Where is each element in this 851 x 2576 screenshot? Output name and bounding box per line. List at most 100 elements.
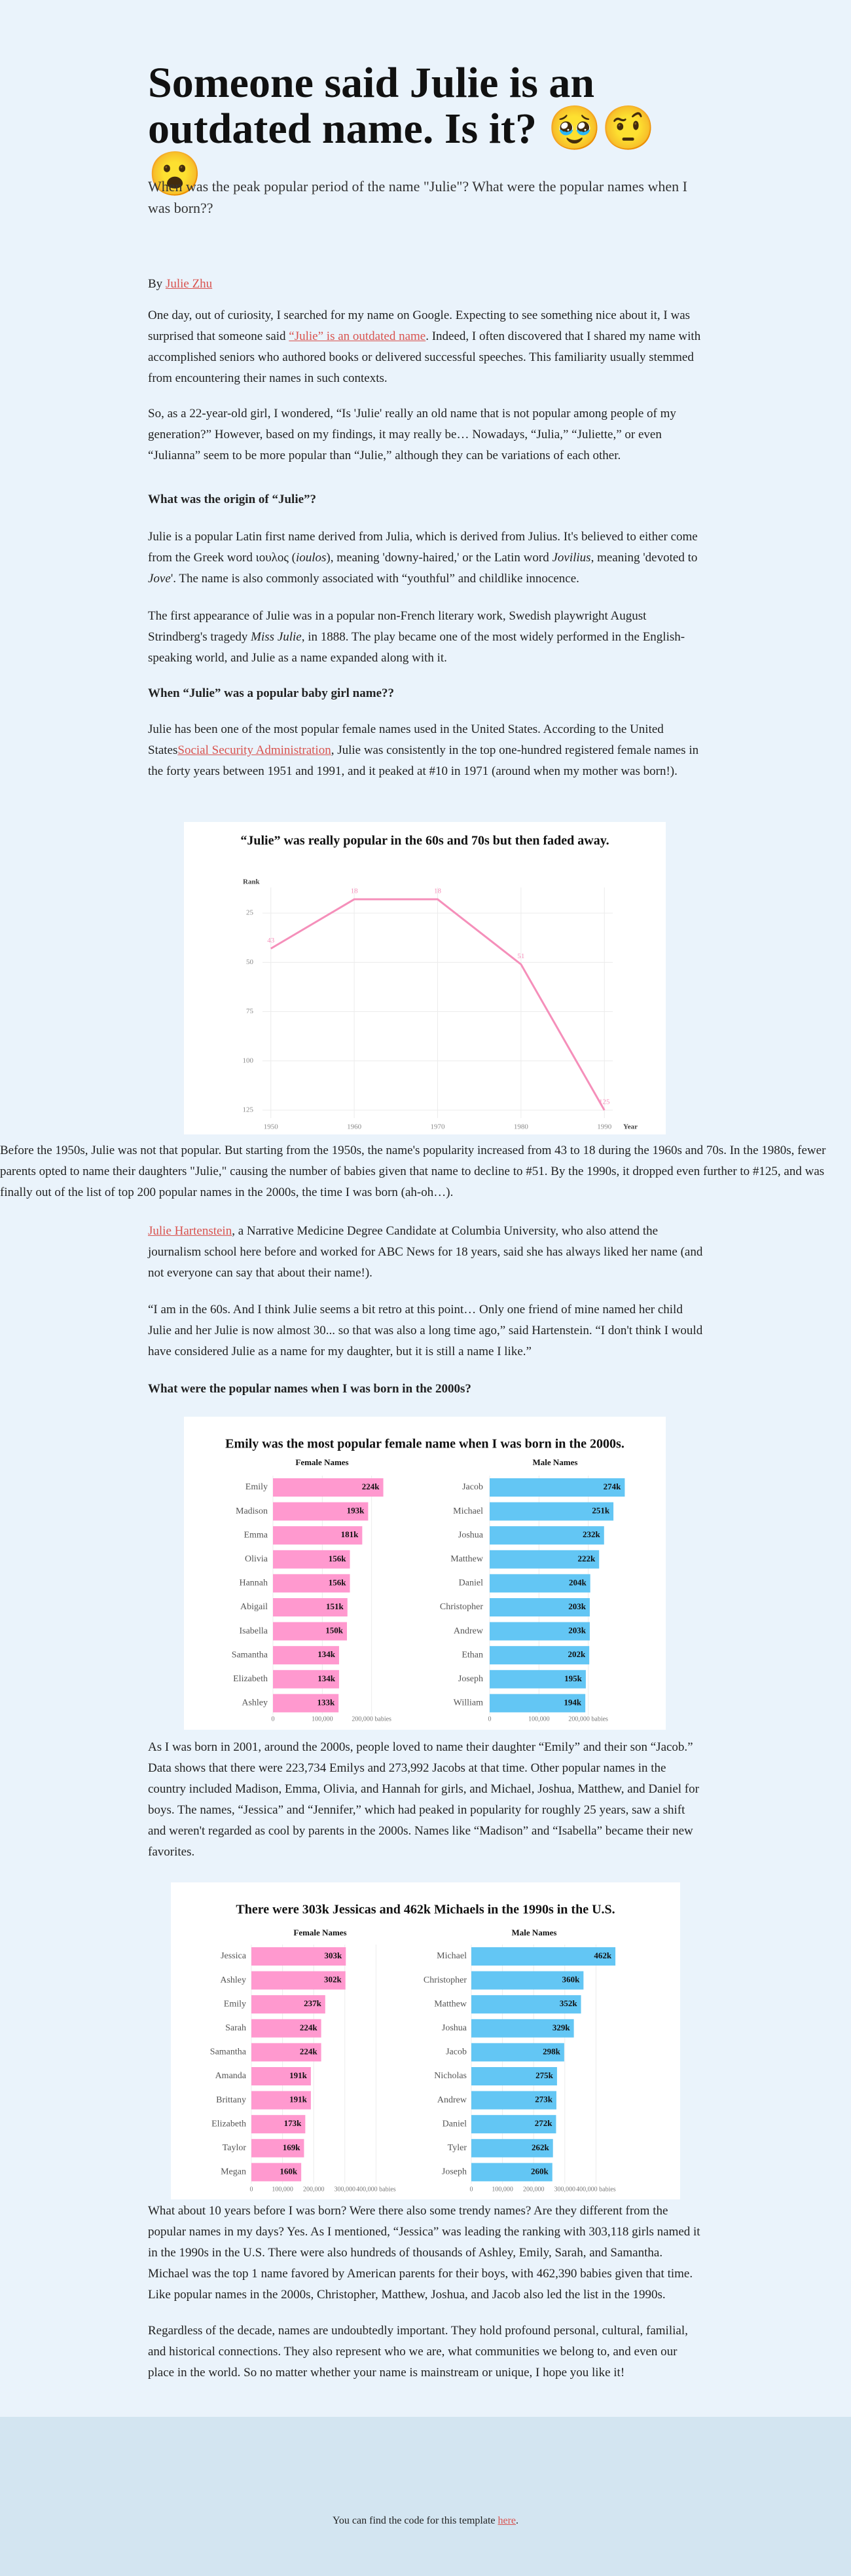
x-tick-label: 300,000 [554, 2186, 576, 2193]
paragraph: Regardless of the decade, names are undo… [148, 2321, 704, 2383]
bar [490, 1574, 590, 1593]
category-label: Christopher [424, 1975, 467, 1985]
data-label: 18 [351, 887, 359, 895]
category-label: Tyler [448, 2143, 467, 2153]
category-label: Joshua [442, 2023, 467, 2033]
byline: By Julie Zhu [148, 274, 704, 295]
bar [490, 1646, 590, 1665]
text: “I am in the 60s. And I think Julie seem… [148, 1303, 703, 1358]
paragraph: One day, out of curiosity, I searched fo… [148, 305, 704, 389]
category-label: Andrew [437, 2095, 467, 2105]
x-tick-label: 100,000 [492, 2186, 513, 2193]
data-label: 18 [434, 887, 442, 895]
text: Julie is a popular Latin first name deri… [148, 530, 698, 565]
link[interactable]: Social Security Administration [177, 743, 331, 757]
data-label: 275k [535, 2070, 554, 2080]
bar [471, 1995, 581, 2014]
category-label: Michael [437, 1951, 467, 1961]
bar [471, 2138, 553, 2157]
panel-title: Female Names [295, 1457, 348, 1467]
data-label: 160k [280, 2166, 298, 2176]
category-label: Taylor [223, 2143, 247, 2153]
data-label: 273k [535, 2095, 553, 2104]
emphasis: Miss Julie [251, 630, 302, 644]
data-label: 303k [325, 1951, 343, 1960]
bar [273, 1526, 363, 1545]
data-label: 224k [300, 2023, 318, 2032]
text: Julie has been one of the most popular f… [148, 722, 664, 757]
bar [471, 2091, 556, 2110]
data-label: 195k [564, 1673, 583, 1683]
bar [471, 2043, 564, 2062]
text: So, as a 22-year-old girl, I wondered, “… [148, 407, 676, 462]
category-label: Michael [453, 1506, 483, 1516]
bar [251, 2067, 311, 2085]
paragraph: The first appearance of Julie was in a p… [148, 606, 704, 669]
data-label: 51 [517, 952, 524, 960]
heading: What was the origin of “Julie”? [148, 493, 317, 506]
x-tick-label: 400,000 babies [576, 2186, 616, 2193]
text: One day, out of curiosity, I searched fo… [148, 308, 691, 343]
data-label: 203k [568, 1626, 587, 1635]
title: Someone said Julie is an outdated name. … [148, 59, 655, 198]
data-label: 134k [317, 1673, 335, 1683]
heading: What were the popular names when I was b… [148, 1382, 471, 1396]
subtitle: When was the peak popular period of the … [148, 178, 687, 216]
x-tick-label: 0 [470, 2186, 473, 2193]
paragraph: Before the 1950s, Julie was not that pop… [0, 1140, 851, 1203]
bar [273, 1574, 350, 1593]
bar-chart: Emily was the most popular female name w… [184, 1417, 666, 1730]
data-label: 202k [568, 1649, 586, 1659]
category-label: William [454, 1698, 483, 1708]
panel-title: Male Names [533, 1457, 578, 1467]
bar-chart: There were 303k Jessicas and 462k Michae… [171, 1882, 680, 2199]
text: . Indeed, I often discovered that I shar… [148, 329, 701, 385]
data-label: 222k [578, 1554, 596, 1563]
link[interactable]: “Julie” is an outdated name [289, 329, 426, 343]
emphasis: Jove [148, 572, 171, 586]
bar [273, 1550, 350, 1569]
text: '. The name is also commonly associated … [170, 572, 579, 586]
x-tick-label: 300,000 [335, 2186, 356, 2193]
text: . [516, 2515, 519, 2526]
category-label: Daniel [459, 1578, 483, 1588]
text: , meaning 'devoted to [590, 551, 698, 565]
emphasis: Jovilius [552, 551, 591, 565]
data-label: 224k [300, 2046, 318, 2056]
text: As I was born in 2001, around the 2000s,… [148, 1740, 699, 1859]
data-label: 194k [564, 1697, 582, 1707]
link[interactable]: here [498, 2515, 516, 2526]
bar [273, 1598, 348, 1616]
x-tick-label: 0 [250, 2186, 253, 2193]
x-tick-label: 1950 [264, 1123, 279, 1131]
x-tick-label: 1970 [431, 1123, 446, 1131]
paragraph: “I am in the 60s. And I think Julie seem… [148, 1299, 704, 1362]
chart-title: Emily was the most popular female name w… [225, 1437, 625, 1451]
category-label: Matthew [434, 1999, 467, 2009]
x-tick-label: 200,000 [523, 2186, 545, 2193]
data-label: 262k [532, 2142, 550, 2152]
link[interactable]: Julie Zhu [165, 277, 213, 291]
text: You can find the code for this template [332, 2515, 498, 2526]
data-label: 298k [543, 2046, 561, 2056]
x-tick-label: 1990 [597, 1123, 612, 1131]
bar [251, 2091, 311, 2110]
data-label: 169k [283, 2142, 301, 2152]
data-label: 181k [341, 1529, 359, 1539]
bar [251, 1971, 346, 1990]
bar [471, 2019, 574, 2038]
paragraph: So, as a 22-year-old girl, I wondered, “… [148, 403, 704, 466]
bar [471, 2067, 557, 2085]
link[interactable]: Julie Hartenstein [148, 1224, 232, 1238]
data-label: 43 [267, 937, 275, 944]
bar [471, 2115, 556, 2134]
text: Regardless of the decade, names are undo… [148, 2324, 688, 2380]
category-label: Samantha [210, 2047, 247, 2057]
text: What about 10 years before I was born? W… [148, 2204, 700, 2302]
category-label: Jacob [446, 2047, 467, 2057]
bar [490, 1502, 614, 1521]
category-label: Hannah [239, 1578, 268, 1588]
paragraph: Julie has been one of the most popular f… [148, 719, 704, 782]
data-label: 237k [304, 1998, 322, 2008]
